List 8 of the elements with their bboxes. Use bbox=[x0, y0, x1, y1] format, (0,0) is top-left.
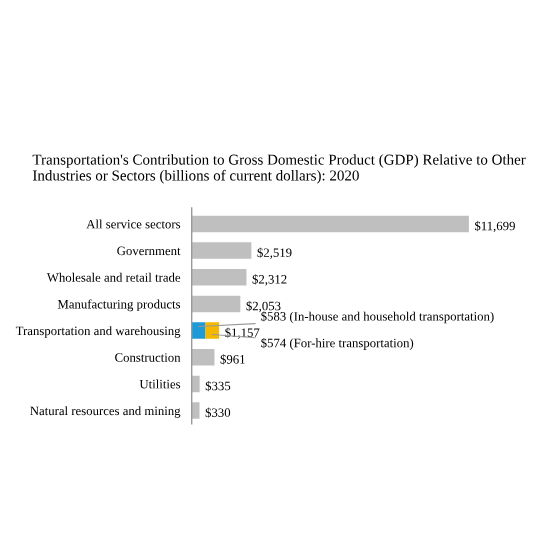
bar bbox=[191, 295, 241, 313]
bar bbox=[191, 348, 215, 366]
bar bbox=[191, 242, 252, 259]
bar bbox=[191, 402, 200, 419]
bar bbox=[191, 375, 200, 393]
bar bbox=[191, 215, 469, 233]
bar bbox=[191, 322, 206, 339]
bar bbox=[191, 268, 247, 286]
